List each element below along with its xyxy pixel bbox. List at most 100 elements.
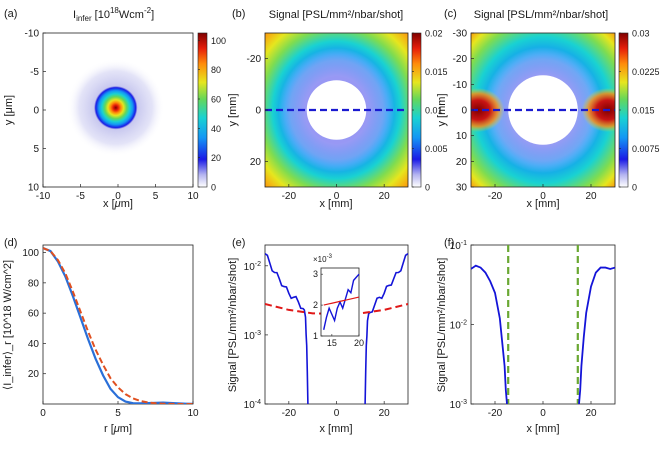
y-tick-label: 20 — [250, 157, 262, 168]
x-tick-label: 20 — [379, 191, 391, 202]
x-tick-label: 5 — [153, 191, 159, 202]
x-tick-label: 10 — [187, 408, 199, 419]
panel-a-image — [43, 33, 193, 187]
colorbar-tick-label: 0 — [211, 183, 216, 193]
y-tick-label: 10 — [456, 131, 468, 142]
panel-f-xlabel: x [mm] — [527, 423, 560, 435]
panel-f-label: (f) — [444, 237, 454, 249]
series-profile-left — [265, 252, 309, 404]
y-tick-label: 10-3 — [450, 399, 467, 411]
colorbar-tick-label: 0.01 — [425, 106, 443, 116]
colorbar-tick-label: 0.0225 — [632, 67, 660, 77]
x-tick-label: 20 — [379, 408, 391, 419]
panel-d-xlabel: r [μm] — [104, 423, 132, 435]
panel-b-title: Signal [PSL/mm²/nbar/shot] — [269, 9, 404, 21]
x-tick-label: 10 — [187, 191, 199, 202]
colorbar-tick-label: 20 — [211, 153, 221, 163]
panel-c-colorbar-ticks: 0 0.0075 0.015 0.0225 0.03 — [619, 29, 660, 193]
panel-e-label: (e) — [232, 237, 245, 249]
panel-e-ylabel: Signal [PSL/mm²/nbar/shot] — [227, 258, 239, 393]
panel-a-spot — [94, 85, 138, 130]
colorbar-tick-label: 0 — [425, 183, 430, 193]
x-tick-label: 20 — [585, 408, 597, 419]
panel-e-inset-exponent: ×10-3 — [313, 254, 333, 264]
panel-a-title: Iinfer [1018Wcm-2] — [73, 6, 154, 23]
colorbar-tick-label: 0.015 — [632, 106, 655, 116]
inset-x-tick-label: 15 — [327, 338, 337, 348]
panel-a-colorbar-ticks: 0 20 40 60 80 100 — [198, 36, 226, 193]
colorbar-tick-label: 0.0075 — [632, 144, 660, 154]
y-tick-label: -10 — [25, 29, 40, 40]
inset-y-tick-label: 1 — [313, 331, 318, 341]
y-tick-label: -20 — [247, 54, 262, 65]
colorbar-tick-label: 40 — [211, 124, 221, 134]
panel-f-axes: -20 0 20 10-3 10-2 10-1 — [450, 240, 597, 419]
panel-b-image — [265, 33, 408, 187]
x-tick-label: 5 — [115, 408, 121, 419]
colorbar-tick-label: 100 — [211, 36, 226, 46]
y-tick-label: 5 — [33, 144, 39, 155]
panel-f-ylabel: Signal [PSL/mm²/nbar/shot] — [436, 258, 448, 393]
panel-c-axes: -20 0 20 -30 -20 -10 0 10 20 30 — [453, 29, 597, 203]
y-tick-label: 30 — [456, 183, 468, 194]
panel-b-colorbar-ticks: 0 0.005 0.01 0.015 0.02 — [412, 29, 448, 193]
panel-d-plot — [43, 247, 193, 404]
x-tick-label: 0 — [334, 191, 340, 202]
series-profile-right — [364, 252, 408, 404]
panel-b: (b) Signal [PSL/mm²/nbar/shot] -20 0 20 -20… — [227, 8, 448, 210]
panel-c-title: Signal [PSL/mm²/nbar/shot] — [474, 9, 609, 21]
panel-a-label: (a) — [4, 8, 17, 20]
y-tick-label: 100 — [22, 248, 39, 259]
panel-e-axes: -20 0 20 10-4 10-3 10-2 — [244, 261, 391, 419]
panel-b-axes: -20 0 20 -20 0 20 — [247, 54, 391, 202]
y-tick-label: 10-3 — [244, 330, 261, 342]
x-tick-label: -20 — [488, 191, 503, 202]
panel-c-label: (c) — [444, 8, 457, 20]
panel-b-label: (b) — [232, 8, 245, 20]
y-tick-label: 10 — [28, 183, 40, 194]
panel-e-xlabel: x [mm] — [320, 423, 353, 435]
colorbar-tick-label: 0.005 — [425, 144, 448, 154]
x-tick-label: -20 — [282, 408, 297, 419]
panel-c-image — [471, 33, 615, 187]
series-profile-right — [578, 266, 615, 404]
x-tick-label: 20 — [585, 191, 597, 202]
y-tick-label: 10-4 — [244, 399, 261, 411]
y-tick-label: -5 — [30, 67, 39, 78]
panel-f-frame — [470, 244, 616, 405]
series-gaussian-fit — [43, 247, 193, 404]
y-tick-label: 0 — [461, 106, 467, 117]
inset-series-fit — [323, 296, 360, 306]
colorbar-tick-label: 0.015 — [425, 67, 448, 77]
panel-b-xlabel: x [mm] — [320, 198, 353, 210]
panel-f-plot — [471, 245, 615, 404]
panel-c: (c) Signal [PSL/mm²/nbar/shot] -20 0 20 -30… — [436, 8, 660, 210]
y-tick-label: 0 — [33, 106, 39, 117]
panel-a: (a) Iinfer [1018Wcm-2] -10 -5 0 5 10-10-5051… — [3, 6, 226, 210]
y-tick-label: 10-2 — [450, 320, 467, 332]
inset-series-data — [323, 273, 360, 330]
panel-a-ylabel: y [μm] — [3, 95, 15, 125]
panel-d-label: (d) — [4, 237, 17, 249]
colorbar-tick-label: 60 — [211, 95, 221, 105]
panel-d-ylabel: ⟨I_infer⟩_r [10^18 W/cm^2] — [2, 260, 14, 390]
panel-c-xlabel: x [mm] — [527, 198, 560, 210]
panel-d: (d) 0 5 10 20 40 60 80 100 r [μm] ⟨I_infer⟩_r [… — [2, 237, 199, 435]
colorbar-tick-label: 0 — [632, 183, 637, 193]
y-tick-label: 20 — [28, 369, 40, 380]
panel-d-axes: 0 5 10 20 40 60 80 100 — [22, 248, 199, 419]
x-tick-label: -10 — [36, 191, 51, 202]
colorbar-tick-label: 0.03 — [632, 29, 650, 39]
y-tick-label: -10 — [453, 80, 468, 91]
x-tick-label: -20 — [282, 191, 297, 202]
y-tick-label: -30 — [453, 29, 468, 40]
inset-x-tick-label: 20 — [354, 338, 364, 348]
inset-y-tick-label: 3 — [313, 269, 318, 279]
colorbar-tick-label: 80 — [211, 65, 221, 75]
y-tick-label: 40 — [28, 339, 40, 350]
series-radial-average — [43, 247, 193, 404]
panel-b-ylabel: y [mm] — [227, 94, 239, 127]
inset-y-tick-label: 2 — [313, 300, 318, 310]
x-tick-label: -5 — [76, 191, 85, 202]
y-tick-label: 10-1 — [450, 240, 467, 252]
